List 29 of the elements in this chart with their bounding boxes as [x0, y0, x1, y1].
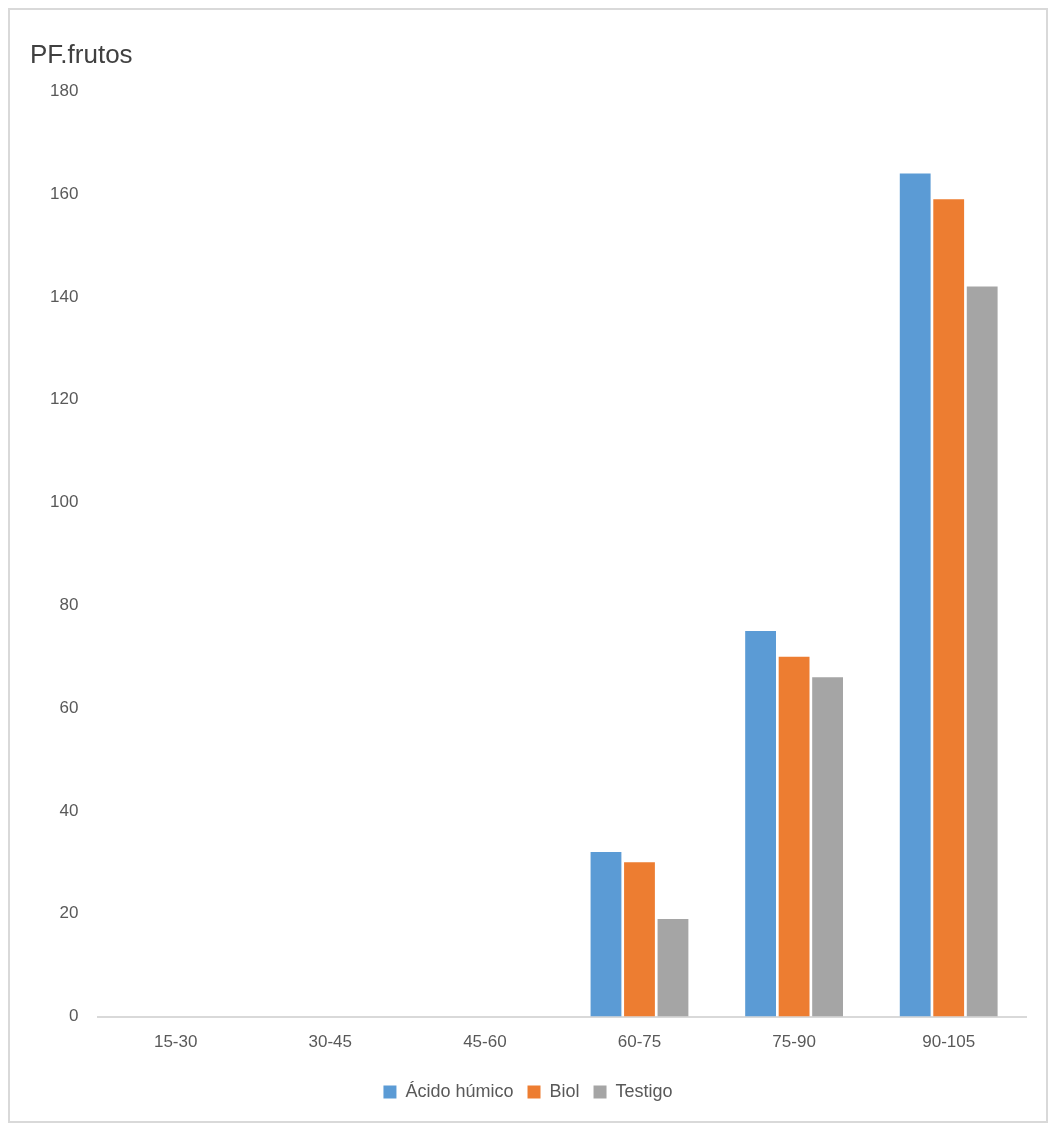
- bar: [966, 286, 998, 1017]
- y-tick-label: 80: [59, 595, 79, 614]
- y-tick-label: 20: [59, 903, 79, 923]
- y-tick-label: 100: [49, 492, 79, 512]
- y-tick-label: 120: [49, 389, 79, 409]
- y-tick-label: 40: [59, 800, 79, 820]
- x-tick-label: 45-60: [463, 1032, 507, 1052]
- y-tick-label: 0: [68, 1006, 79, 1026]
- y-tick-label: 160: [49, 183, 79, 203]
- bar: [933, 199, 965, 1017]
- bar: [745, 631, 776, 1017]
- x-tick-label: 60-75: [617, 1032, 662, 1052]
- bar: [657, 918, 689, 1017]
- y-tick-label: 140: [49, 286, 79, 306]
- bar: [812, 677, 843, 1017]
- bar: [778, 656, 810, 1017]
- x-tick-label: 75-90: [772, 1032, 816, 1052]
- legend-label: Ácido húmico: [405, 1080, 514, 1101]
- bar: [590, 852, 622, 1017]
- bar: [899, 173, 931, 1017]
- x-tick-label: 15-30: [153, 1032, 198, 1052]
- y-tick-label: 60: [59, 697, 79, 717]
- y-tick-label: 180: [49, 80, 79, 100]
- bar: [624, 862, 655, 1017]
- chart-title: PF.frutos: [30, 38, 133, 69]
- legend-label: Testigo: [615, 1080, 673, 1101]
- legend-label: Biol: [549, 1080, 580, 1101]
- x-tick-label: 90-105: [922, 1032, 976, 1052]
- x-tick-label: 30-45: [308, 1032, 353, 1052]
